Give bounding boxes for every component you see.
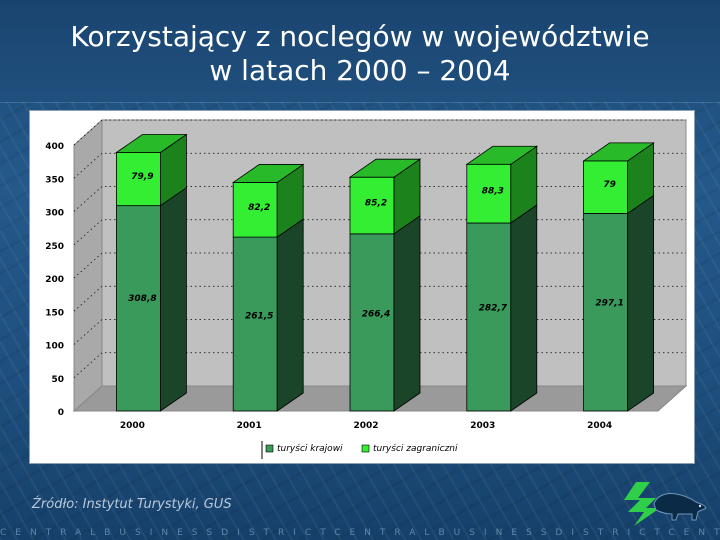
bar-top-2000 xyxy=(115,134,188,153)
y-tick-label: 150 xyxy=(45,308,64,318)
slide-title: Korzystający z noclegów w województwie w… xyxy=(70,20,650,87)
y-tick-label: 100 xyxy=(45,342,64,352)
bar-side-0-2003 xyxy=(510,204,538,412)
data-label: 88,3 xyxy=(482,187,504,197)
x-tick-label: 2000 xyxy=(120,421,145,431)
data-label: 282,7 xyxy=(479,304,508,314)
legend-label: turyści zagraniczni xyxy=(373,443,458,454)
legend-swatch xyxy=(361,444,370,453)
bar-1-2001 xyxy=(232,182,278,238)
footer-watermark: CENTRALBUSINESSDISTRICTCENTRALBUSINESSDI… xyxy=(0,528,720,538)
bar-side-0-2004 xyxy=(627,194,654,412)
y-tick-label: 0 xyxy=(58,408,64,418)
x-tick-label: 2001 xyxy=(237,421,262,431)
header-band xyxy=(0,0,720,103)
data-label: 82,2 xyxy=(248,203,270,213)
y-tick-label: 50 xyxy=(51,375,64,385)
chart-panel: 0 50 100 150 200 250 300 350 400 308,8 79,9 2000 261… xyxy=(29,110,695,464)
bar-1-2004 xyxy=(583,160,628,214)
bison-logo-icon xyxy=(624,482,707,526)
bar-0-2002 xyxy=(349,233,395,412)
data-label: 297,1 xyxy=(595,298,623,308)
x-tick-label: 2004 xyxy=(587,421,612,431)
bar-side-0-2001 xyxy=(276,218,304,412)
bar-side-0-2002 xyxy=(393,215,421,412)
bar-0-2003 xyxy=(466,222,512,412)
legend-label: turyści krajowi xyxy=(277,443,343,454)
data-label: 266,4 xyxy=(362,310,390,320)
bar-0-2000 xyxy=(116,205,161,412)
data-label: 85,2 xyxy=(365,199,387,209)
y-tick-label: 400 xyxy=(45,142,64,152)
bar-0-2001 xyxy=(232,236,278,412)
y-tick-label: 300 xyxy=(45,209,64,219)
x-tick-label: 2003 xyxy=(470,421,495,431)
source-note: Źródło: Instytut Turystyki, GUS xyxy=(32,497,232,512)
bar-top-2003 xyxy=(465,145,539,165)
stacked-bar-chart: 0 50 100 150 200 250 300 350 400 308,8 79,9 2000 261… xyxy=(45,118,688,459)
bar-top-2004 xyxy=(582,142,655,162)
legend-swatch xyxy=(265,444,274,453)
bar-1-2000 xyxy=(116,152,161,207)
data-label: 79 xyxy=(603,180,616,190)
bar-0-2004 xyxy=(583,213,628,412)
y-tick-label: 350 xyxy=(45,175,64,185)
bar-top-2001 xyxy=(231,164,305,183)
bar-1-2002 xyxy=(349,176,395,235)
y-tick-label: 250 xyxy=(45,242,64,252)
bar-top-2002 xyxy=(348,158,422,178)
x-tick-label: 2002 xyxy=(353,421,378,431)
data-label: 308,8 xyxy=(128,294,156,304)
y-tick-label: 200 xyxy=(45,275,64,285)
bar-side-0-2000 xyxy=(159,186,187,412)
data-label: 261,5 xyxy=(245,311,273,321)
data-label: 79,9 xyxy=(131,172,153,182)
